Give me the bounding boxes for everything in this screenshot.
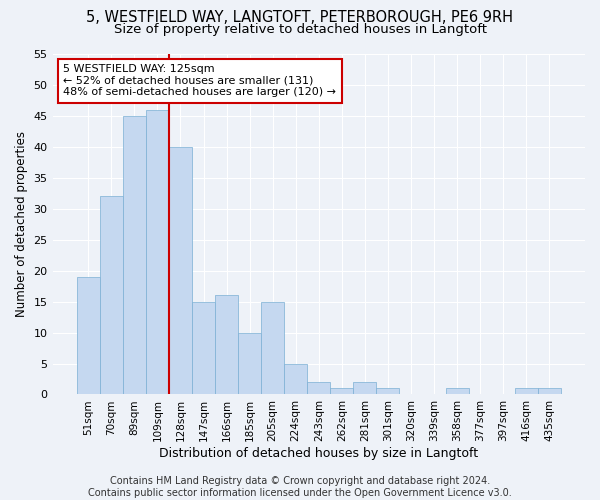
Bar xyxy=(146,110,169,395)
Bar xyxy=(77,277,100,394)
Text: 5 WESTFIELD WAY: 125sqm
← 52% of detached houses are smaller (131)
48% of semi-d: 5 WESTFIELD WAY: 125sqm ← 52% of detache… xyxy=(63,64,336,98)
Bar xyxy=(330,388,353,394)
Bar xyxy=(192,302,215,394)
Bar xyxy=(515,388,538,394)
Bar xyxy=(169,147,192,394)
X-axis label: Distribution of detached houses by size in Langtoft: Distribution of detached houses by size … xyxy=(159,447,478,460)
Bar xyxy=(100,196,123,394)
Text: 5, WESTFIELD WAY, LANGTOFT, PETERBOROUGH, PE6 9RH: 5, WESTFIELD WAY, LANGTOFT, PETERBOROUGH… xyxy=(86,10,514,25)
Bar xyxy=(284,364,307,394)
Bar xyxy=(446,388,469,394)
Bar xyxy=(238,332,261,394)
Bar xyxy=(261,302,284,394)
Bar xyxy=(376,388,400,394)
Bar xyxy=(123,116,146,394)
Y-axis label: Number of detached properties: Number of detached properties xyxy=(15,131,28,317)
Bar xyxy=(353,382,376,394)
Bar xyxy=(307,382,330,394)
Bar xyxy=(215,296,238,394)
Bar xyxy=(538,388,561,394)
Text: Size of property relative to detached houses in Langtoft: Size of property relative to detached ho… xyxy=(113,22,487,36)
Text: Contains HM Land Registry data © Crown copyright and database right 2024.
Contai: Contains HM Land Registry data © Crown c… xyxy=(88,476,512,498)
